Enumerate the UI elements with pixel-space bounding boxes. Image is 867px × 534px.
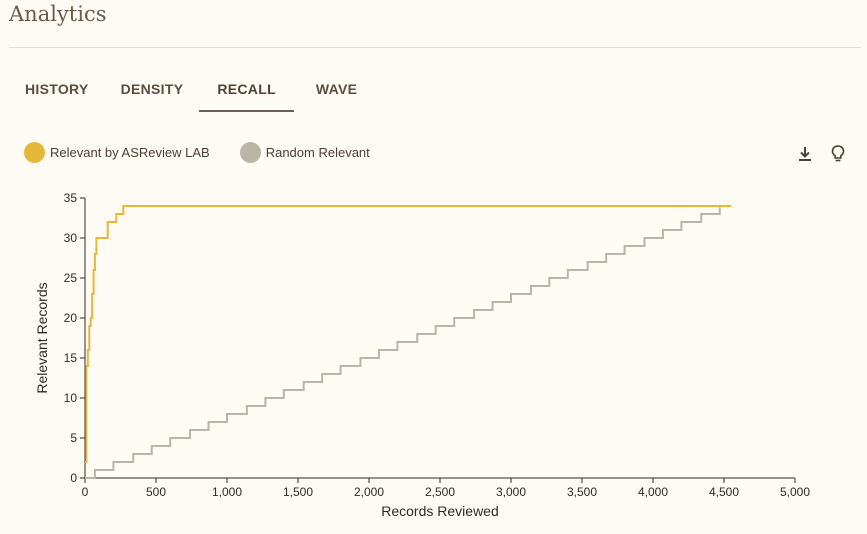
chart-legend: Relevant by ASReview LAB Random Relevant [24,142,400,163]
x-axis-label: Records Reviewed [381,503,499,519]
legend-label-asreview: Relevant by ASReview LAB [50,145,210,160]
y-tick-label: 10 [64,391,78,405]
download-button[interactable] [794,143,816,165]
legend-item-random[interactable]: Random Relevant [239,142,370,163]
y-tick-label: 25 [64,271,78,285]
x-tick-label: 1,000 [212,485,242,499]
y-tick-label: 20 [64,311,78,325]
y-tick-label: 5 [70,431,77,445]
tab-recall[interactable]: RECALL [199,66,294,112]
x-tick-label: 0 [82,485,89,499]
legend-item-asreview[interactable]: Relevant by ASReview LAB [24,142,210,163]
y-tick-label: 35 [64,191,78,205]
series-line-random [85,205,732,479]
page-title: Analytics [9,2,107,26]
x-tick-label: 3,000 [496,485,526,499]
tab-density[interactable]: DENSITY [120,81,184,97]
tab-history[interactable]: HISTORY [25,81,89,97]
x-tick-label: 1,500 [283,485,313,499]
x-tick-label: 2,000 [354,485,384,499]
legend-dot-asreview [24,142,45,163]
tab-wave[interactable]: WAVE [315,81,358,97]
title-divider [9,47,861,48]
legend-dot-random [239,142,261,163]
y-tick-label: 0 [70,471,77,485]
x-tick-label: 4,000 [638,485,668,499]
x-tick-label: 5,000 [780,485,810,499]
y-tick-label: 30 [64,231,78,245]
lightbulb-icon [831,145,845,162]
x-tick-label: 2,500 [425,485,455,499]
analytics-tabs: HISTORY DENSITY RECALL WAVE [9,66,379,112]
download-icon [799,147,811,161]
tips-button[interactable] [827,143,849,165]
x-tick-label: 3,500 [567,485,597,499]
legend-label-random: Random Relevant [265,145,370,160]
x-tick-label: 500 [146,485,166,499]
x-tick-label: 4,500 [709,485,739,499]
y-tick-label: 15 [64,351,78,365]
y-axis-label: Relevant Records [34,282,50,393]
series-line-asreview [85,205,732,463]
